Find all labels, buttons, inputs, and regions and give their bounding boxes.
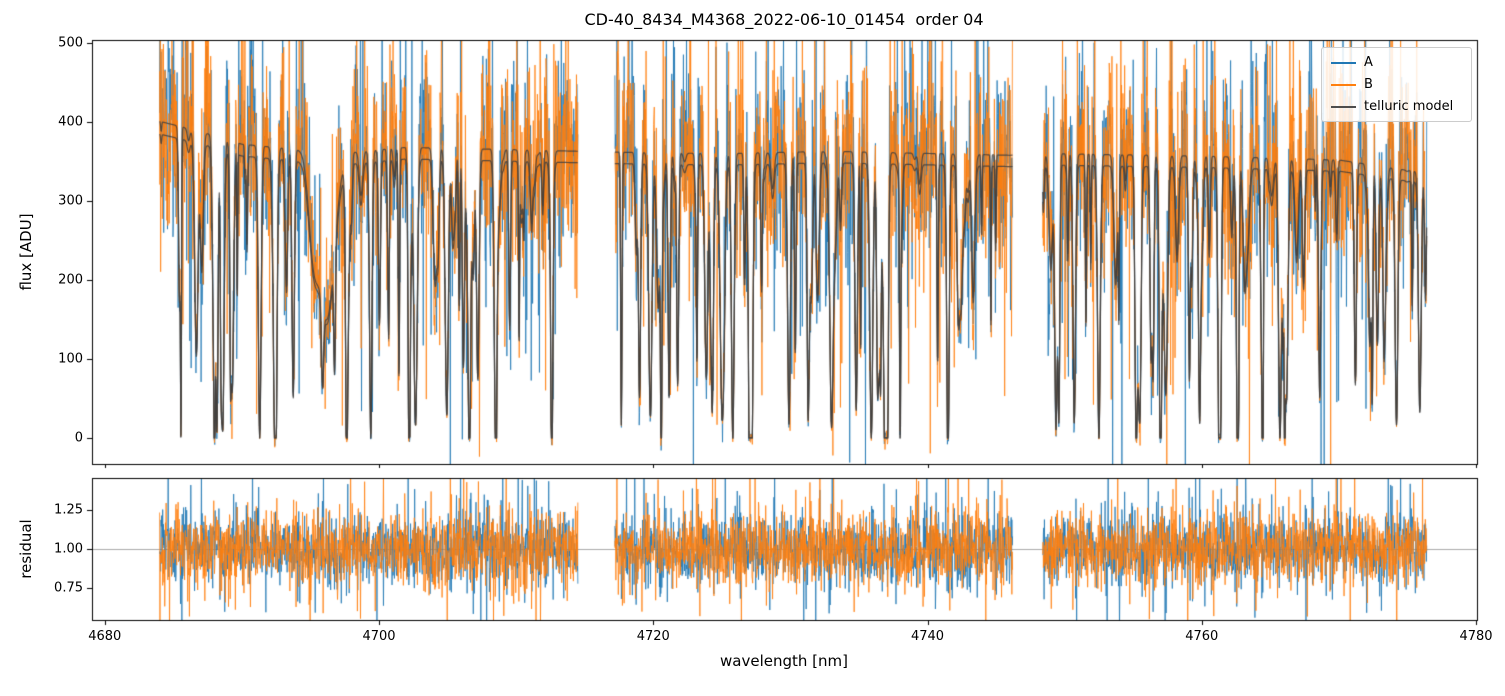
- legend-line-swatch: [1331, 61, 1356, 64]
- x-tick-label: 4780: [1459, 629, 1493, 644]
- legend-item: telluric model: [1331, 99, 1461, 114]
- legend-line-swatch: [1331, 83, 1356, 86]
- legend-item: B: [1331, 77, 1461, 92]
- y-axis-label-flux: flux [ADU]: [17, 213, 35, 291]
- x-tick-label: 4720: [636, 629, 670, 644]
- y-tick-label-flux: 200: [58, 272, 83, 288]
- x-tick-label: 4680: [88, 629, 122, 644]
- y-tick-label-flux: 0: [74, 430, 83, 446]
- y-axis-label-residual: residual: [17, 519, 35, 579]
- x-tick-label: 4740: [910, 629, 945, 644]
- legend-line-swatch: [1331, 105, 1356, 108]
- x-axis-label: wavelength [nm]: [720, 652, 848, 670]
- y-tick-label-residual: 1.25: [54, 502, 83, 518]
- y-tick-label-flux: 500: [58, 35, 83, 51]
- legend-item-label: B: [1364, 77, 1373, 92]
- y-tick-label-residual: 0.75: [54, 580, 83, 596]
- x-tick-label: 4700: [362, 629, 396, 644]
- chart-title: CD-40_8434_M4368_2022-06-10_01454 order …: [584, 10, 984, 29]
- y-tick-label-flux: 100: [58, 351, 83, 367]
- legend-item: A: [1331, 55, 1461, 70]
- y-tick-label-flux: 400: [58, 114, 83, 130]
- legend-item-label: telluric model: [1364, 99, 1454, 114]
- y-tick-label-residual: 1.00: [54, 541, 83, 557]
- x-tick-label: 4760: [1185, 629, 1219, 644]
- legend-item-label: A: [1364, 55, 1373, 70]
- y-tick-label-flux: 300: [58, 193, 83, 209]
